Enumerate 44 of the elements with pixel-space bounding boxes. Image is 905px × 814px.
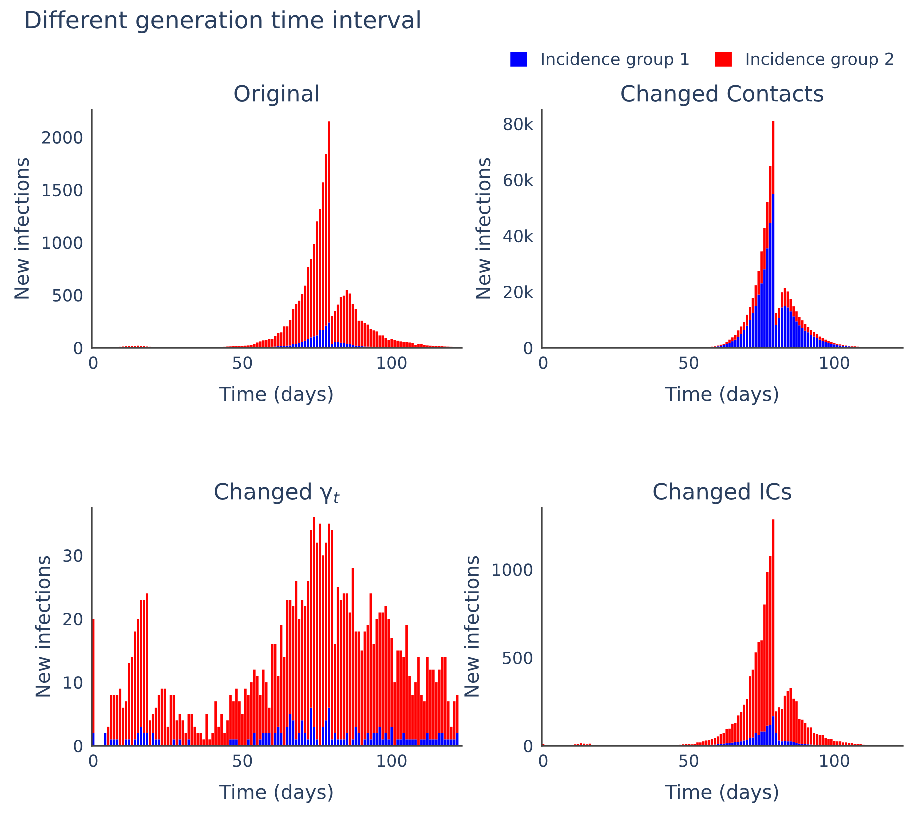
x-tick-label: 0 (89, 754, 98, 768)
x-axis-title: Time (days) (220, 386, 333, 406)
y-tick-label: 500 (503, 652, 533, 664)
x-axis-title: Time (days) (665, 784, 778, 804)
y-tick-label: 60k (504, 174, 534, 187)
x-tick-label: 100 (820, 754, 850, 768)
x-axis-title: Time (days) (665, 386, 778, 406)
y-axis-title: New infections (476, 158, 491, 299)
chart-title: Changed ICs (654, 482, 792, 504)
chart-title: Original (234, 84, 318, 106)
legend-label: Incidence group 1 (542, 52, 689, 69)
y-tick-label: 1000 (493, 564, 533, 576)
y-tick-label: 2000 (42, 131, 83, 144)
y-tick-label: 0 (74, 342, 83, 355)
x-tick-label: 50 (680, 356, 699, 370)
y-tick-label: 0 (524, 740, 533, 753)
x-tick-label: 0 (539, 754, 548, 768)
x-tick-label: 100 (820, 356, 850, 370)
text: Different generation time interval (26, 10, 420, 34)
y-tick-label: 20k (504, 286, 534, 299)
y-tick-label: 20 (64, 613, 83, 626)
x-tick-label: 50 (680, 754, 699, 768)
y-tick-label: 1000 (43, 236, 83, 250)
y-axis-title: New infections (464, 556, 480, 697)
legend-label: Incidence group 2 (746, 52, 894, 69)
y-tick-label: 0 (524, 342, 533, 355)
x-tick-label: 100 (378, 754, 407, 768)
y-tick-label: 1500 (43, 184, 83, 197)
y-tick-label: 40k (504, 230, 534, 243)
x-tick-label: 50 (233, 356, 252, 370)
y-tick-label: 0 (74, 740, 83, 753)
x-tick-label: 0 (539, 356, 548, 370)
y-tick-label: 500 (53, 289, 83, 302)
y-tick-label: 80k (504, 118, 534, 131)
chart-title: Changed Contacts (622, 84, 824, 106)
chart-title: Changed γ$_{t}$ (215, 482, 340, 504)
y-axis-title: New infections (35, 556, 50, 697)
y-tick-label: 10 (64, 676, 83, 690)
x-axis-title: Time (days) (220, 784, 333, 804)
x-tick-label: 50 (233, 754, 252, 768)
y-axis-title: New infections (14, 158, 30, 299)
y-tick-label: 30 (64, 550, 83, 562)
x-tick-label: 0 (89, 356, 98, 370)
x-tick-label: 100 (378, 356, 407, 370)
